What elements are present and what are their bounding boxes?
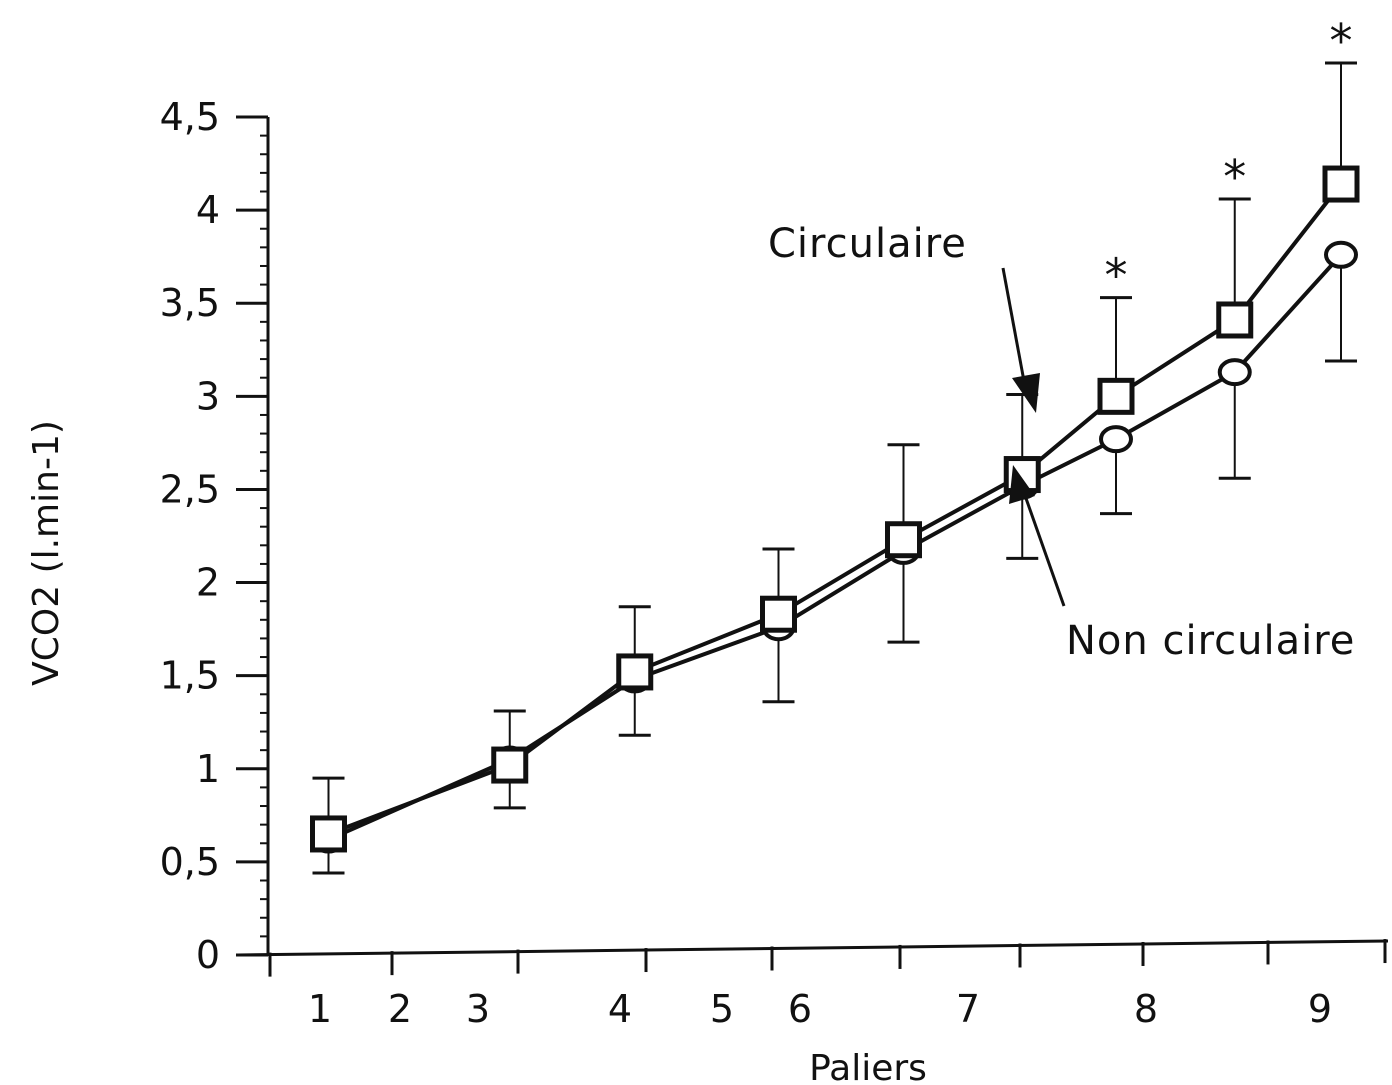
x-tick-label: 1 (308, 987, 332, 1031)
series-markers (310, 165, 1360, 854)
y-tick-label: 2,5 (160, 467, 220, 511)
x-tick-label: 6 (788, 987, 812, 1031)
significance-star: * (1330, 14, 1353, 68)
x-tick-label: 8 (1134, 987, 1158, 1031)
marker-square (491, 746, 529, 784)
marker-square (1097, 377, 1135, 415)
y-tick-label: 2 (196, 561, 220, 605)
x-tick-label: 7 (956, 987, 980, 1031)
x-tick-labels: 1 2 3 4 5 6 7 8 9 (308, 987, 1332, 1031)
marker-square (885, 521, 922, 559)
x-tick-label: 5 (710, 987, 734, 1031)
annotation-circulaire: Circulaire (768, 221, 967, 267)
arrow-non-circulaire-line (1020, 486, 1066, 607)
arrow-circulaire-head (1012, 373, 1040, 413)
marker-square (310, 815, 347, 853)
marker-square (616, 653, 654, 691)
series-lines (327, 182, 1343, 842)
y-tick-label: 1 (196, 747, 220, 791)
x-axis-title: Paliers (809, 1048, 927, 1085)
axes (236, 115, 1389, 977)
annotation-non-circulaire: Non circulaire (1066, 618, 1355, 664)
series-line-circulaire (327, 182, 1343, 836)
significance-star: * (1105, 249, 1128, 303)
y-tick-label: 0 (196, 933, 220, 977)
annotation-arrows (1001, 267, 1066, 607)
y-tick-label: 3 (196, 374, 220, 418)
x-tick-label: 4 (608, 987, 632, 1031)
series-line-non-circulaire (327, 253, 1343, 842)
x-axis-line (237, 939, 1389, 957)
y-tick-label: 0,5 (160, 840, 220, 884)
x-tick-label: 3 (466, 987, 490, 1031)
y-tick-label: 4,5 (160, 95, 220, 139)
x-tick-label: 2 (388, 987, 412, 1031)
significance-star: * (1223, 150, 1246, 204)
marker-square (1322, 165, 1360, 203)
arrow-circulaire-line (1001, 267, 1028, 393)
marker-square (760, 595, 797, 633)
y-tick-labels: 0 0,5 1 1,5 2 2,5 3 3,5 4 4,5 (160, 95, 220, 977)
marker-circle (1099, 425, 1133, 454)
marker-circle (1324, 240, 1358, 269)
y-axis-title: VCO2 (l.min-1) (26, 420, 67, 686)
error-bars (312, 61, 1357, 875)
arrow-non-circulaire-head (1009, 465, 1035, 504)
marker-circle (1217, 358, 1252, 387)
y-tick-label: 1,5 (160, 654, 220, 698)
significance-marks: * * * (1105, 14, 1353, 303)
y-tick-label: 4 (196, 188, 220, 232)
x-tick-label: 9 (1308, 987, 1332, 1031)
marker-square (1216, 301, 1254, 339)
y-tick-label: 3,5 (160, 281, 220, 325)
